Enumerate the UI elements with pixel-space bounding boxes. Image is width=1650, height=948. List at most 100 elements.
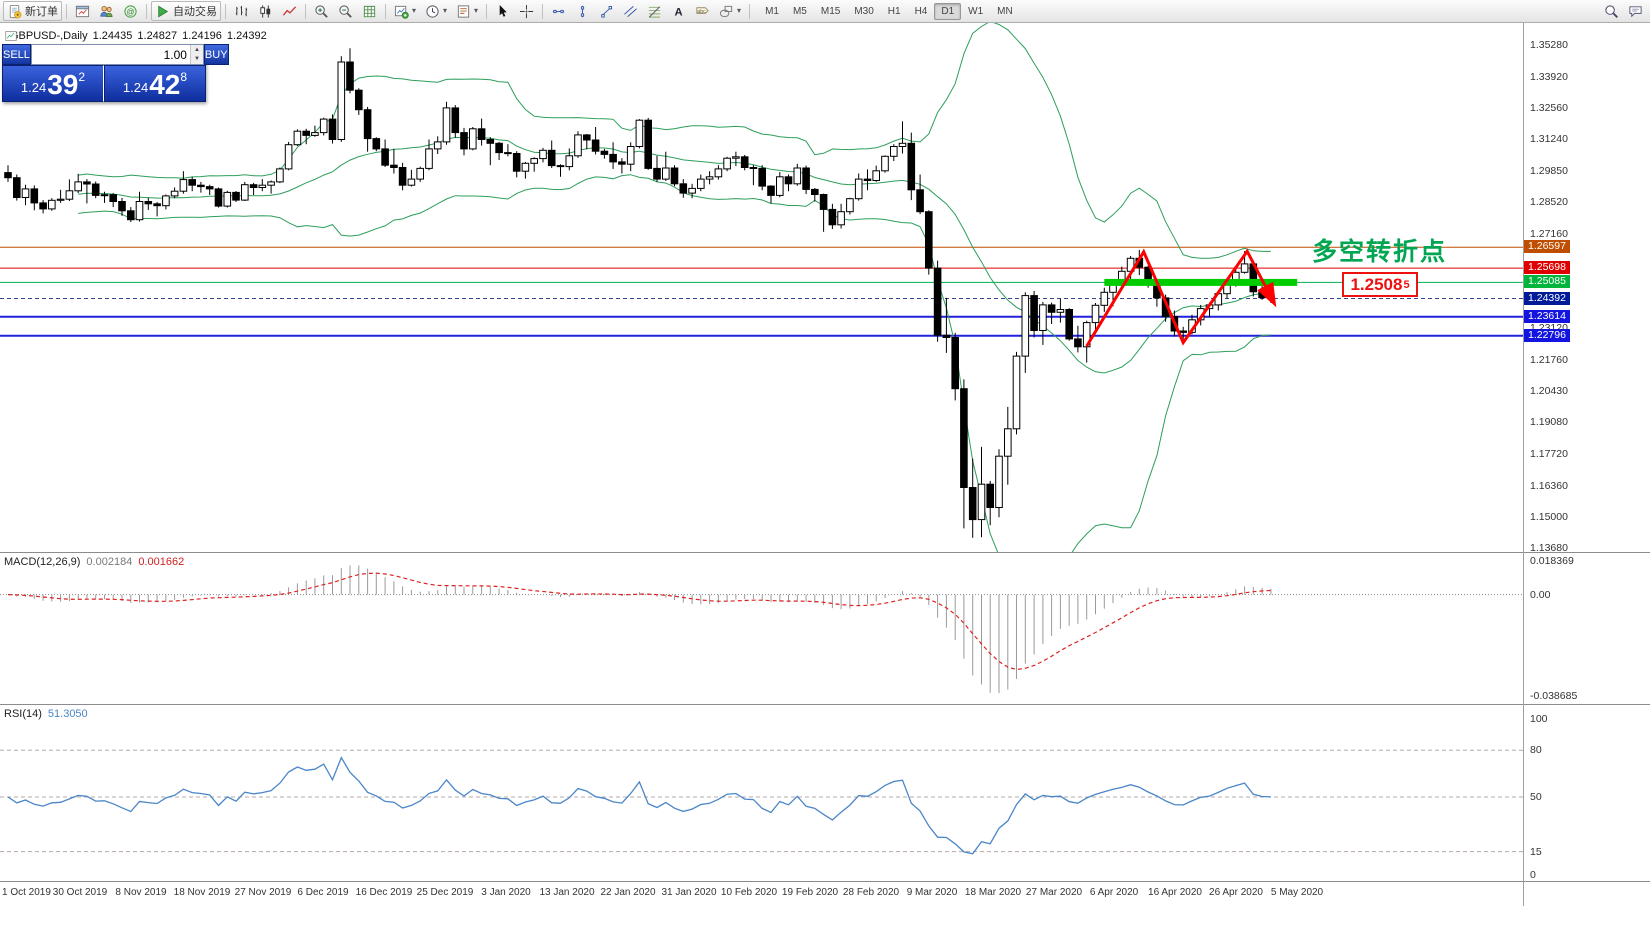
profiles-button[interactable] [95, 1, 118, 21]
chat-icon [1628, 4, 1643, 19]
autotrade-label: 自动交易 [173, 6, 217, 18]
shapes-button[interactable]: ▾ [715, 1, 745, 21]
shapes-icon [719, 4, 734, 19]
price-marker: 1.22796 [1524, 328, 1570, 342]
community-icon: @ [123, 4, 138, 19]
timeframe-m1-button[interactable]: M1 [765, 5, 779, 17]
chat-button[interactable] [1624, 1, 1647, 21]
channel-button[interactable] [619, 1, 642, 21]
date-label: 3 Jan 2020 [481, 887, 531, 898]
templates-button[interactable]: ▾ [452, 1, 482, 21]
svg-text:abc: abc [697, 8, 706, 14]
rsi-scale-label: 0 [1530, 869, 1536, 881]
vertical-line-button[interactable] [571, 1, 594, 21]
date-label: 8 Nov 2019 [115, 887, 167, 898]
templates-icon [456, 4, 471, 19]
new-order-button[interactable]: 新订单 [3, 1, 62, 21]
price-scale-label: 1.13680 [1530, 542, 1568, 554]
sell-label-button[interactable]: SELL [2, 44, 31, 65]
ohlc-high: 1.24827 [137, 30, 178, 42]
price-callout-box[interactable]: 1.2508 5 [1342, 272, 1418, 297]
new-chart-icon [394, 4, 409, 19]
volume-up-button[interactable]: ▲ [190, 45, 203, 55]
chart-window-button[interactable] [71, 1, 94, 21]
autotrade-button[interactable]: 自动交易 [151, 1, 221, 21]
zoom-out-button[interactable] [334, 1, 357, 21]
grid-button[interactable] [358, 1, 381, 21]
horizontal-line-button[interactable] [547, 1, 570, 21]
text-button[interactable]: A [667, 1, 690, 21]
main-chart-panel: GBPUSD-,Daily 1.24435 1.24827 1.24196 1.… [0, 23, 1650, 554]
horizontal-line-icon [551, 4, 566, 19]
price-marker: 1.25698 [1524, 261, 1570, 275]
toolbar-separator [542, 3, 544, 19]
date-label: 9 Mar 2020 [906, 887, 958, 898]
symbol-search-icon [1604, 4, 1619, 19]
date-label: 1 Oct 2019 [2, 887, 51, 898]
zigzag-annotation [1085, 248, 1277, 347]
timeframe-m15-button[interactable]: M15 [820, 5, 841, 17]
symbol-search-button[interactable] [1600, 1, 1623, 21]
price-scale-separator[interactable] [1523, 23, 1524, 906]
timeframe-h1-button[interactable]: H1 [887, 5, 901, 17]
buy-price-button[interactable]: 1.24 42 8 [104, 65, 206, 102]
rsi-canvas[interactable] [0, 705, 1650, 881]
price-scale-label: 1.20430 [1530, 384, 1568, 397]
price-chart-canvas[interactable] [0, 23, 1650, 552]
date-label: 16 Dec 2019 [355, 887, 413, 898]
line-chart-button[interactable] [278, 1, 301, 21]
timeframe-bar: M1 M5 M15 M30 H1 H4 D1 W1 MN [758, 2, 1020, 20]
date-label: 6 Dec 2019 [297, 887, 349, 898]
timeframe-mn-button[interactable]: MN [997, 5, 1013, 17]
trendline-icon [599, 4, 614, 19]
toolbar-separator [749, 3, 751, 19]
timeframe-d1-button[interactable]: D1 [934, 2, 962, 20]
volume-down-button[interactable]: ▼ [190, 54, 203, 64]
price-scale-label: 1.33920 [1530, 70, 1568, 83]
text-label-button[interactable]: abc [691, 1, 714, 21]
timeframe-m30-button[interactable]: M30 [854, 5, 874, 17]
date-label: 13 Jan 2020 [539, 887, 595, 898]
community-button[interactable]: @ [119, 1, 142, 21]
rsi-scale-label: 80 [1530, 744, 1542, 757]
candlestick-chart-button[interactable] [254, 1, 277, 21]
date-label: 6 Apr 2020 [1089, 887, 1139, 898]
timeframe-h4-button[interactable]: H4 [914, 5, 928, 17]
zoom-in-button[interactable] [310, 1, 333, 21]
grid-icon [362, 4, 377, 19]
price-marker: 1.26597 [1524, 240, 1570, 254]
toolbar-separator [305, 3, 306, 19]
crosshair-button[interactable] [515, 1, 538, 21]
timeframe-m5-button[interactable]: M5 [792, 5, 807, 17]
macd-scale-zero: 0.00 [1530, 588, 1551, 601]
fibonacci-button[interactable] [643, 1, 666, 21]
price-marker: 1.24392 [1524, 291, 1570, 305]
profiles-icon [99, 4, 114, 19]
cursor-button[interactable] [491, 1, 514, 21]
macd-scale-top: 0.018369 [1530, 555, 1574, 567]
line-chart-icon [282, 4, 297, 19]
toolbar-separator [146, 3, 147, 19]
sell-price-button[interactable]: 1.24 39 2 [2, 65, 104, 102]
buy-label-button[interactable]: BUY [203, 44, 229, 65]
date-label: 26 Apr 2020 [1209, 887, 1263, 898]
rsi-label: RSI(14) [4, 708, 42, 720]
toolbar-separator [385, 3, 386, 19]
new-chart-button[interactable]: ▾ [390, 1, 420, 21]
trendline-button[interactable] [595, 1, 618, 21]
svg-text:@: @ [126, 7, 134, 16]
volume-input[interactable] [31, 45, 190, 64]
date-label: 22 Jan 2020 [600, 887, 656, 898]
date-label: 18 Mar 2020 [964, 887, 1022, 898]
timeframe-w1-button[interactable]: W1 [968, 5, 984, 17]
price-marker: 1.25085 [1524, 275, 1570, 289]
toolbar-separator [66, 3, 67, 19]
time-axis[interactable]: 1 Oct 2019 30 Oct 2019 8 Nov 2019 18 Nov 20… [0, 882, 1650, 906]
macd-label-row: MACD(12,26,9) 0.002184 0.001662 [4, 556, 184, 568]
bar-chart-button[interactable] [230, 1, 253, 21]
macd-canvas[interactable] [0, 553, 1650, 704]
date-label: 28 Feb 2020 [842, 887, 900, 898]
periods-button[interactable]: ▾ [421, 1, 451, 21]
turning-point-annotation[interactable]: 多空转折点 [1312, 237, 1448, 266]
rsi-scale-label: 50 [1530, 791, 1542, 803]
